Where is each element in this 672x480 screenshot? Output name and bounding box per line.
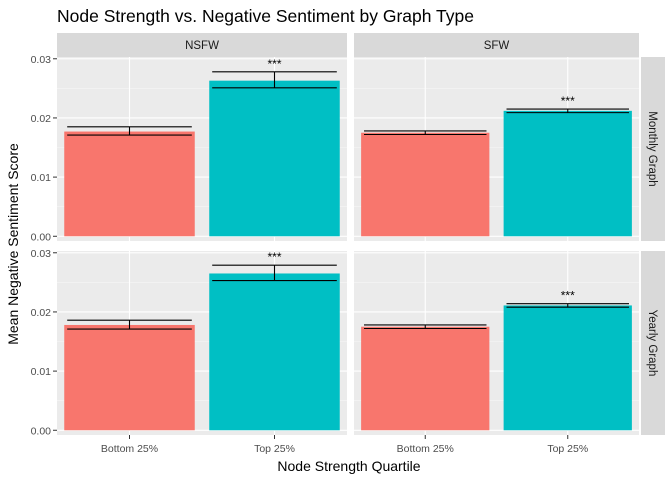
error-bar (67, 319, 192, 330)
y-axis-label: Mean Negative Sentiment Score (5, 143, 21, 345)
facet-strip-nsfw (57, 33, 347, 57)
y-tick-label: 0.01 (31, 366, 52, 378)
panel-nsfw-monthly-graph: *** (57, 57, 347, 241)
x-tick-label: Bottom 25% (101, 443, 158, 455)
x-tick-label: Top 25% (547, 443, 588, 455)
facet-strip-label: SFW (484, 40, 510, 52)
error-bar (364, 324, 487, 330)
error-bar (212, 264, 337, 282)
facet-strip-sfw (354, 33, 639, 57)
bar (209, 273, 340, 431)
significance-label: *** (561, 289, 575, 303)
facet-panels: NSFW SFW Monthly Graph Yearly Graph 0.00 0.01… (31, 33, 665, 455)
y-tick-label: 0.00 (31, 231, 52, 243)
panel-nsfw-yearly-graph: *** (57, 250, 347, 435)
bar (503, 110, 632, 237)
bar (361, 132, 490, 237)
y-tick-label: 0.00 (31, 425, 52, 437)
y-tick-label: 0.03 (31, 248, 52, 260)
facet-strip-label: Yearly Graph (646, 310, 658, 377)
x-axis-label: Node Strength Quartile (277, 458, 420, 474)
significance-label: *** (267, 250, 281, 264)
y-tick-label: 0.02 (31, 307, 52, 319)
y-tick-label: 0.03 (31, 54, 52, 66)
bar (209, 80, 340, 237)
error-bar (506, 303, 629, 308)
panel-sfw-yearly-graph: *** (354, 251, 639, 435)
facet-strip-label: Monthly Graph (646, 111, 658, 186)
facet-strip-monthly-graph (641, 57, 665, 241)
error-bar (506, 108, 629, 114)
bar (64, 324, 195, 431)
panel-sfw-monthly-graph: *** (354, 57, 639, 241)
facet-strip-label: NSFW (185, 40, 219, 52)
x-tick-label: Top 25% (254, 443, 295, 455)
error-bar (364, 130, 487, 136)
facet-strip-yearly-graph (641, 251, 665, 435)
y-tick-label: 0.02 (31, 113, 52, 125)
significance-label: *** (561, 94, 575, 108)
y-tick-label: 0.01 (31, 172, 52, 184)
bar (503, 305, 632, 431)
error-bar (67, 126, 192, 136)
bar (64, 131, 195, 237)
error-bar (212, 71, 337, 89)
bar (361, 326, 490, 431)
significance-label: *** (267, 57, 281, 71)
x-tick-label: Bottom 25% (397, 443, 454, 455)
chart-title: Node Strength vs. Negative Sentiment by … (57, 6, 474, 26)
